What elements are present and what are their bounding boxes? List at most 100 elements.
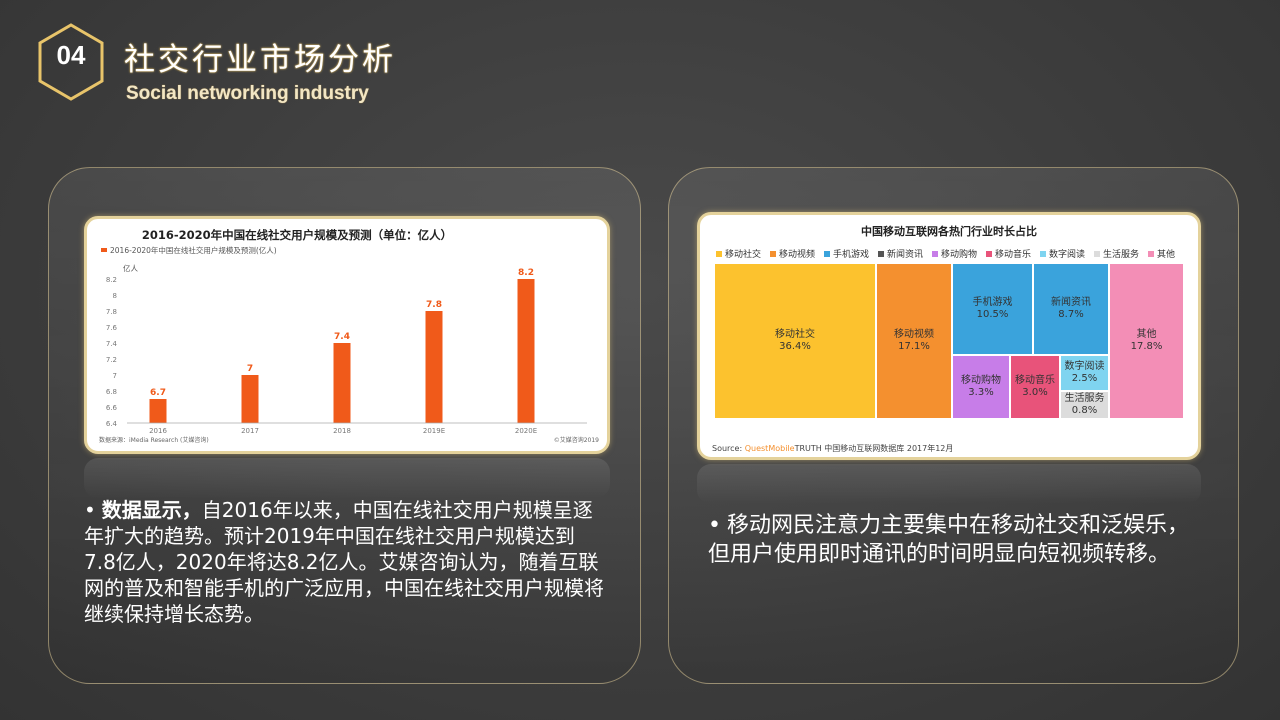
bar	[333, 343, 351, 423]
right-card-reflection	[697, 464, 1201, 504]
source-rest: TRUTH 中国移动互联网数据库 2017年12月	[794, 444, 954, 453]
treemap-cell-value: 36.4%	[779, 341, 811, 352]
bar	[241, 375, 259, 423]
treemap-cell-value: 3.3%	[968, 387, 994, 398]
bar-value-label: 7	[247, 364, 253, 374]
legend-swatch	[770, 251, 776, 257]
legend-label: 其他	[1157, 250, 1176, 260]
description-body: 自2016年以来，中国在线社交用户规模呈逐年扩大的趋势。预计2019年中国在线社…	[84, 498, 604, 626]
source-prefix: Source:	[712, 444, 743, 453]
y-tick-label: 6.6	[106, 404, 118, 412]
description-body: 移动网民注意力主要集中在移动社交和泛娱乐，但用户使用即时通讯的时间明显向短视频转…	[708, 513, 1189, 567]
treemap-legend-item: 手机游戏	[824, 247, 869, 260]
treemap-cell: 新闻资讯 8.7%	[1033, 263, 1109, 355]
bar-value-label: 8.2	[518, 268, 534, 278]
treemap-cell-value: 17.1%	[898, 341, 930, 352]
y-tick-label: 8	[113, 292, 117, 300]
treemap-legend-item: 移动视频	[770, 247, 815, 260]
x-tick-label: 2018	[333, 427, 351, 435]
treemap-cell-value: 17.8%	[1130, 341, 1163, 352]
treemap-source: Source: QuestMobileTRUTH 中国移动互联网数据库 2017…	[712, 443, 953, 454]
treemap-cell: 手机游戏 10.5%	[952, 263, 1033, 355]
legend-swatch	[1148, 251, 1154, 257]
treemap-cell-value: 3.0%	[1022, 387, 1048, 398]
legend-label: 新闻资讯	[887, 250, 924, 260]
bar-chart: 2016-2020年中国在线社交用户规模及预测（单位：亿人） 2016-2020…	[99, 228, 599, 444]
y-axis-label: 亿人	[123, 263, 138, 273]
legend-label: 数字阅读	[1049, 250, 1086, 260]
treemap-cell-name: 移动购物	[961, 375, 1001, 386]
treemap-legend-item: 移动购物	[932, 247, 977, 260]
treemap-cell: 移动社交 36.4%	[714, 263, 876, 419]
bar-chart-card: 2016-2020年中国在线社交用户规模及预测（单位：亿人） 2016-2020…	[84, 216, 610, 454]
y-tick-label: 6.8	[106, 388, 117, 396]
chart-source: 数据来源：iMedia Research (艾媒咨询)	[99, 436, 209, 444]
treemap-cell: 移动音乐 3.0%	[1010, 355, 1060, 419]
treemap-cell-name: 其他	[1136, 329, 1157, 340]
treemap-cell: 数字阅读 2.5%	[1060, 355, 1109, 391]
left-description: • 数据显示，自2016年以来，中国在线社交用户规模呈逐年扩大的趋势。预计2019…	[84, 497, 604, 627]
treemap-cell-name: 移动音乐	[1015, 375, 1055, 386]
page-title: 社交行业市场分析	[124, 42, 396, 78]
legend-label: 手机游戏	[833, 250, 870, 260]
treemap-cell-value: 0.8%	[1071, 405, 1098, 416]
treemap-cell-value: 10.5%	[976, 309, 1009, 320]
x-tick-label: 2019E	[423, 427, 445, 435]
treemap-cell: 移动视频 17.1%	[876, 263, 952, 419]
left-card-reflection	[84, 458, 610, 498]
y-tick-label: 8.2	[106, 276, 117, 284]
bar	[425, 311, 443, 423]
bullet-icon: •	[84, 498, 96, 522]
legend-swatch	[1094, 251, 1100, 257]
treemap-cell-name: 手机游戏	[972, 297, 1013, 308]
treemap-legend-item: 数字阅读	[1040, 247, 1085, 260]
treemap-cell-name: 移动视频	[894, 329, 934, 340]
legend-label: 移动音乐	[995, 250, 1032, 260]
hexagon-badge-icon	[38, 23, 104, 101]
legend-swatch	[101, 248, 107, 252]
bar-value-label: 7.8	[426, 300, 442, 310]
treemap-legend-item: 生活服务	[1094, 247, 1139, 260]
right-description: • 移动网民注意力主要集中在移动社交和泛娱乐，但用户使用即时通讯的时间明显向短视频…	[708, 511, 1208, 569]
legend-swatch	[986, 251, 992, 257]
legend-label: 移动社交	[725, 250, 762, 260]
y-tick-label: 7	[113, 372, 117, 380]
legend-swatch	[824, 251, 830, 257]
legend-label: 生活服务	[1103, 250, 1140, 260]
treemap-area: 移动社交 36.4% 移动视频 17.1% 手机游戏 10.5% 新闻资讯 8.7% 移动购物 3…	[714, 263, 1184, 419]
section-number: 04	[56, 40, 86, 70]
treemap-cell-name: 新闻资讯	[1051, 297, 1091, 308]
y-tick-label: 7.8	[106, 308, 117, 316]
treemap-cell-value: 8.7%	[1058, 309, 1084, 320]
bar	[149, 399, 167, 423]
treemap-cell-name: 数字阅读	[1064, 361, 1105, 372]
y-tick-label: 6.4	[106, 420, 118, 428]
bullet-icon: •	[708, 513, 721, 538]
bar-value-label: 6.7	[150, 388, 166, 398]
source-brand: QuestMobile	[744, 444, 795, 453]
legend-label: 移动视频	[779, 250, 816, 260]
treemap-legend-item: 移动音乐	[986, 247, 1031, 260]
treemap-cell: 其他 17.8%	[1109, 263, 1184, 419]
x-tick-label: 2016	[149, 427, 167, 435]
bar	[517, 279, 535, 423]
treemap-chart-card: 中国移动互联网各热门行业时长占比 移动社交 移动视频 手机游戏 新闻资讯 移动购物 移动音…	[697, 212, 1201, 460]
page-subtitle: Social networking industry	[126, 83, 369, 104]
treemap-title: 中国移动互联网各热门行业时长占比	[861, 225, 1037, 238]
legend-swatch	[716, 251, 722, 257]
description-lead: 数据显示，	[101, 498, 202, 522]
y-tick-label: 7.6	[106, 324, 118, 332]
x-tick-label: 2020E	[515, 427, 537, 435]
treemap-cell: 生活服务 0.8%	[1060, 391, 1109, 419]
treemap-cell-value: 2.5%	[1071, 373, 1098, 384]
y-tick-label: 7.2	[106, 356, 117, 364]
legend-swatch	[1040, 251, 1046, 257]
chart-legend: 2016-2020年中国在线社交用户规模及预测(亿人)	[110, 245, 277, 255]
legend-label: 移动购物	[941, 250, 978, 260]
legend-swatch	[878, 251, 884, 257]
treemap-legend-item: 其他	[1148, 247, 1175, 260]
treemap-legend-item: 移动社交	[716, 247, 761, 260]
bar-value-label: 7.4	[334, 332, 350, 342]
treemap-cell-name: 生活服务	[1064, 393, 1105, 404]
chart-watermark: ©艾媒咨询2019	[554, 436, 599, 444]
